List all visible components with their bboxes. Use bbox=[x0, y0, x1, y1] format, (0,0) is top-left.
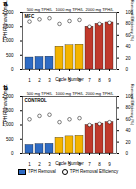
svg-text:80: 80 bbox=[126, 21, 132, 26]
svg-text:1: 1 bbox=[28, 162, 31, 167]
svg-text:1,000: 1,000 bbox=[2, 38, 14, 44]
svg-text:1,000: 1,000 bbox=[2, 122, 14, 128]
svg-text:Cycle Number: Cycle Number bbox=[55, 77, 84, 82]
svg-text:8: 8 bbox=[98, 78, 101, 83]
svg-text:2: 2 bbox=[38, 78, 41, 83]
svg-text:60: 60 bbox=[126, 117, 132, 122]
svg-text:MFC: MFC bbox=[25, 14, 35, 19]
svg-text:3: 3 bbox=[48, 162, 51, 167]
html-text:TPH Removal Efficiency: TPH Removal Efficiency bbox=[69, 168, 119, 174]
svg-text:1000 mg TPH/L: 1000 mg TPH/L bbox=[56, 91, 85, 96]
svg-text:8: 8 bbox=[98, 162, 101, 167]
svg-text:b: b bbox=[4, 84, 8, 91]
svg-text:2,000: 2,000 bbox=[2, 9, 14, 15]
svg-text:7: 7 bbox=[88, 78, 91, 83]
svg-text:500: 500 bbox=[6, 137, 14, 142]
svg-text:0: 0 bbox=[126, 67, 129, 72]
svg-text:CONTROL: CONTROL bbox=[25, 98, 47, 103]
svg-text:TPH Removal (mg/L): TPH Removal (mg/L) bbox=[3, 0, 8, 41]
svg-text:2,000: 2,000 bbox=[2, 93, 14, 99]
svg-text:3: 3 bbox=[48, 78, 51, 83]
svg-text:500 mg TPH/L: 500 mg TPH/L bbox=[27, 91, 53, 96]
svg-text:7: 7 bbox=[88, 162, 91, 167]
svg-text:a: a bbox=[4, 0, 8, 7]
svg-text:TPH Removal Efficiency (%): TPH Removal Efficiency (%) bbox=[130, 84, 135, 126]
svg-text:2000 mg TPH/L: 2000 mg TPH/L bbox=[86, 7, 115, 12]
svg-text:500 mg TPH/L: 500 mg TPH/L bbox=[27, 7, 53, 12]
html-text:TPH Removal: TPH Removal bbox=[27, 168, 56, 174]
svg-text:0: 0 bbox=[126, 151, 129, 156]
svg-text:TPH Removal Efficiency (%): TPH Removal Efficiency (%) bbox=[130, 0, 135, 42]
svg-text:0: 0 bbox=[11, 67, 14, 72]
svg-text:1,500: 1,500 bbox=[2, 108, 14, 114]
svg-text:2000 mg TPH/L: 2000 mg TPH/L bbox=[86, 91, 115, 96]
svg-text:2: 2 bbox=[38, 162, 41, 167]
svg-text:0: 0 bbox=[11, 151, 14, 156]
svg-text:100: 100 bbox=[125, 93, 133, 99]
svg-text:1,500: 1,500 bbox=[2, 24, 14, 30]
svg-text:20: 20 bbox=[126, 140, 132, 145]
svg-text:20: 20 bbox=[126, 56, 132, 61]
svg-text:40: 40 bbox=[126, 128, 132, 133]
svg-text:9: 9 bbox=[108, 78, 111, 83]
svg-text:9: 9 bbox=[108, 162, 111, 167]
svg-text:Cycle Number: Cycle Number bbox=[55, 161, 84, 166]
svg-text:40: 40 bbox=[126, 44, 132, 49]
svg-text:TPH Removal (mg/L): TPH Removal (mg/L) bbox=[3, 84, 8, 125]
svg-text:80: 80 bbox=[126, 105, 132, 110]
svg-text:1: 1 bbox=[28, 78, 31, 83]
svg-text:500: 500 bbox=[6, 53, 14, 58]
svg-text:1000 mg TPH/L: 1000 mg TPH/L bbox=[56, 7, 85, 12]
svg-text:100: 100 bbox=[125, 9, 133, 15]
svg-text:60: 60 bbox=[126, 33, 132, 38]
